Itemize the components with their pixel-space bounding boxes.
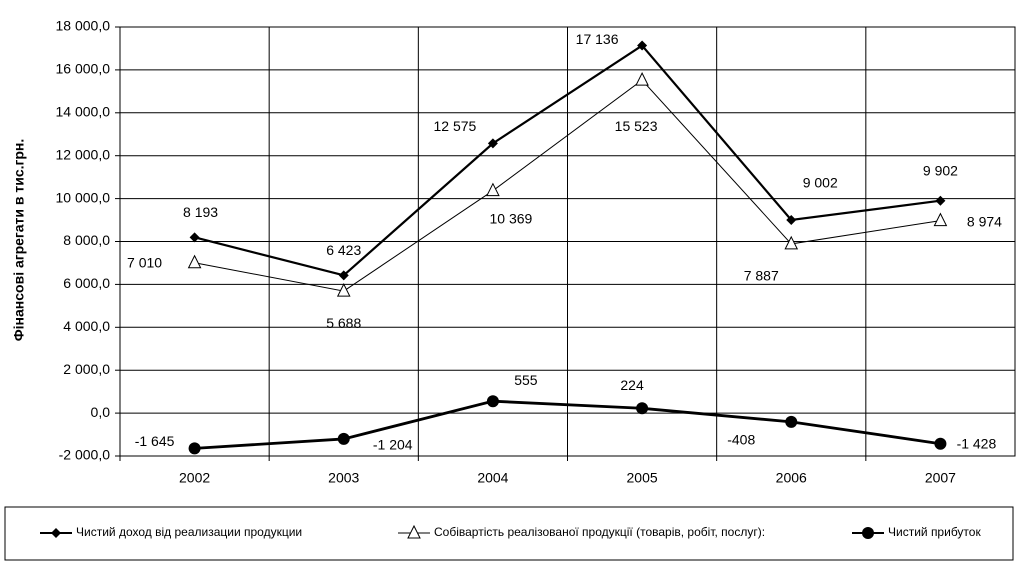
y-tick-label: 2 000,0 xyxy=(63,361,110,377)
y-tick-label: 18 000,0 xyxy=(56,18,111,34)
marker xyxy=(486,395,499,408)
x-tick-label: 2003 xyxy=(328,470,359,486)
legend-box xyxy=(4,506,1014,561)
y-tick-label: 4 000,0 xyxy=(63,318,110,334)
x-tick-label: 2006 xyxy=(776,470,807,486)
marker xyxy=(637,40,648,51)
data-label: 8 974 xyxy=(967,213,1002,229)
marker xyxy=(784,235,799,250)
y-tick-label: 12 000,0 xyxy=(56,146,111,162)
legend-label: Собівартість реалізованої продукції (тов… xyxy=(434,525,765,539)
marker xyxy=(407,524,421,539)
x-tick-label: 2002 xyxy=(179,470,210,486)
marker xyxy=(785,415,798,428)
data-label: 224 xyxy=(620,377,644,393)
marker xyxy=(935,195,946,206)
marker xyxy=(51,528,61,538)
data-label: 7 887 xyxy=(744,268,779,284)
y-tick-label: 0,0 xyxy=(91,404,111,420)
marker xyxy=(636,402,649,415)
data-label: 12 575 xyxy=(434,118,477,134)
y-tick-label: 6 000,0 xyxy=(63,275,110,291)
marker xyxy=(933,212,948,227)
legend-label: Чистий доход від реализации продукции xyxy=(76,525,302,539)
series-line xyxy=(194,399,941,450)
x-tick-label: 2005 xyxy=(627,470,658,486)
marker xyxy=(336,282,351,297)
marker xyxy=(187,254,202,269)
y-tick-label: 14 000,0 xyxy=(56,104,111,120)
data-label: 15 523 xyxy=(615,118,658,134)
marker xyxy=(635,72,649,86)
data-label: 555 xyxy=(514,372,538,388)
y-tick-label: 10 000,0 xyxy=(56,189,111,205)
marker xyxy=(338,270,349,281)
data-label: -408 xyxy=(727,432,755,448)
marker xyxy=(486,182,500,197)
marker xyxy=(862,527,874,539)
marker xyxy=(188,442,201,455)
data-label: 5 688 xyxy=(326,315,361,331)
data-label: 17 136 xyxy=(576,31,619,47)
data-label: -1 204 xyxy=(373,437,413,453)
y-tick-label: -2 000,0 xyxy=(59,447,111,463)
y-tick-label: 8 000,0 xyxy=(63,232,110,248)
x-tick-label: 2007 xyxy=(925,470,956,486)
data-label: 9 002 xyxy=(803,175,838,191)
legend-label: Чистий прибуток xyxy=(888,525,981,539)
data-label: 7 010 xyxy=(127,254,162,270)
series-line xyxy=(194,79,941,292)
data-label: 9 902 xyxy=(923,162,958,178)
series-line xyxy=(194,44,941,277)
x-tick-label: 2004 xyxy=(477,470,508,486)
marker xyxy=(786,215,797,226)
data-label: -1 428 xyxy=(957,435,997,451)
y-tick-label: 16 000,0 xyxy=(56,61,111,77)
data-label: 10 369 xyxy=(490,210,533,226)
marker xyxy=(487,138,498,149)
data-label: 8 193 xyxy=(183,204,218,220)
marker xyxy=(934,437,947,450)
marker xyxy=(189,232,200,243)
data-label: 6 423 xyxy=(326,242,361,258)
y-axis-label: Фінансові агрегати в тис.грн. xyxy=(11,139,27,342)
data-label: -1 645 xyxy=(135,433,175,449)
marker xyxy=(337,432,350,445)
